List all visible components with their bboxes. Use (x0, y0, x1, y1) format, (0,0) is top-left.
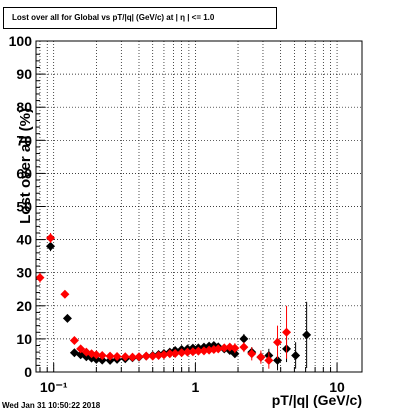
y-tick-label: 20 (16, 298, 32, 314)
y-tick-label: 50 (16, 199, 32, 215)
data-point (105, 351, 115, 361)
data-point (291, 350, 301, 360)
y-tick-label: 100 (9, 33, 33, 49)
data-point (230, 349, 240, 359)
y-tick-label: 40 (16, 232, 32, 248)
data-point (60, 289, 70, 299)
data-point (239, 342, 249, 352)
data-point (247, 349, 257, 359)
data-points (35, 232, 312, 371)
x-tick-label: 10 (329, 379, 345, 395)
data-point (134, 352, 144, 362)
axis-ticks (36, 40, 338, 373)
data-point (170, 348, 180, 358)
data-point (62, 313, 72, 323)
y-tick-label: 80 (16, 99, 32, 115)
y-tick-label: 30 (16, 265, 32, 281)
y-axis-label: Lost over all (%) (17, 108, 34, 224)
data-point (256, 352, 266, 362)
data-point (239, 334, 249, 344)
y-tick-label: 60 (16, 165, 32, 181)
data-point (69, 336, 79, 346)
data-point (97, 355, 107, 365)
data-point (128, 352, 138, 362)
x-axis-label: pT/|q| (GeV/c) (271, 392, 362, 408)
timestamp: Wed Jan 31 10:50:22 2018 (2, 401, 101, 410)
plot-frame (35, 40, 363, 373)
data-point (154, 350, 164, 360)
data-point (46, 233, 56, 243)
data-point (219, 343, 229, 353)
data-point (193, 346, 203, 356)
data-point (177, 348, 187, 358)
grid-lines (36, 40, 362, 373)
data-point (273, 355, 283, 365)
x-tick-label: 1 (191, 379, 199, 395)
data-point (282, 327, 292, 337)
data-point (91, 354, 101, 364)
data-point (120, 352, 130, 362)
data-point (97, 350, 107, 360)
data-point (159, 350, 169, 360)
title-box: Lost over all for Global vs pT/|q| (GeV/… (3, 7, 277, 29)
data-point (302, 330, 312, 340)
data-point (46, 241, 56, 251)
data-point (91, 350, 101, 360)
chart-title: Lost over all for Global vs pT/|q| (GeV/… (12, 13, 215, 22)
y-tick-label: 90 (16, 66, 32, 82)
data-point (183, 347, 193, 357)
data-point (230, 343, 240, 353)
data-point (264, 355, 274, 365)
data-point (112, 351, 122, 361)
x-tick-label: 10⁻¹ (40, 379, 68, 395)
y-tick-label: 70 (16, 132, 32, 148)
y-tick-label: 0 (24, 364, 32, 380)
data-point (165, 349, 175, 359)
data-point (273, 337, 283, 347)
data-point (213, 344, 223, 354)
data-point (141, 351, 151, 361)
data-point (188, 347, 198, 357)
data-point (148, 351, 158, 361)
data-point (35, 273, 45, 283)
y-tick-label: 10 (16, 331, 32, 347)
